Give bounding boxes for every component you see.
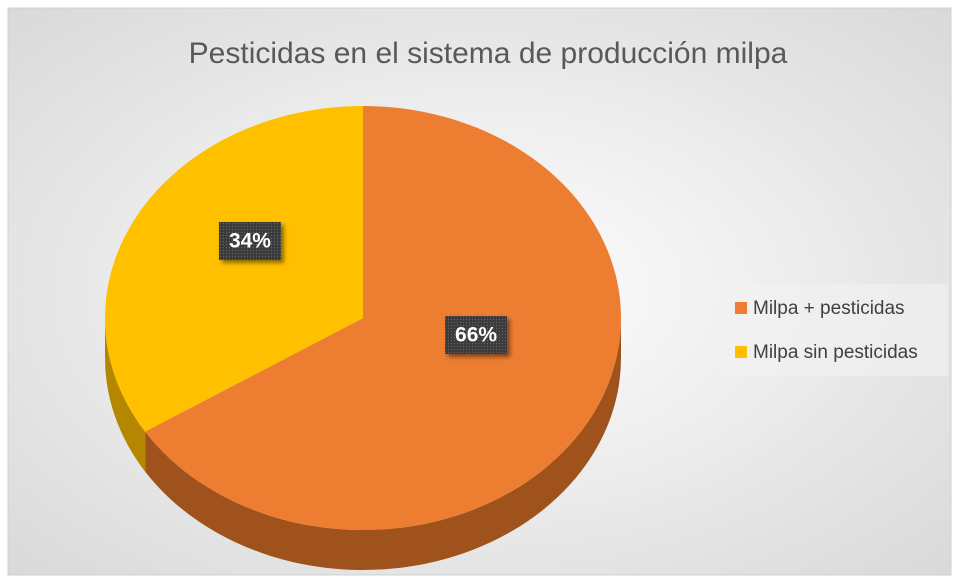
slice-side [145,318,621,570]
legend-swatch [735,302,747,314]
chart-title: Pesticidas en el sistema de producción m… [189,37,788,70]
data-label: 34% [229,230,271,253]
legend-label: Milpa sin pesticidas [753,342,918,363]
slice-side [105,318,146,472]
slice [145,106,621,530]
legend-box [722,284,948,376]
data-label-box [218,222,281,261]
legend-swatch [735,346,747,358]
data-label: 66% [455,324,497,347]
slice [104,106,363,432]
data-label-box [445,315,508,354]
legend-label: Milpa + pesticidas [753,298,905,319]
